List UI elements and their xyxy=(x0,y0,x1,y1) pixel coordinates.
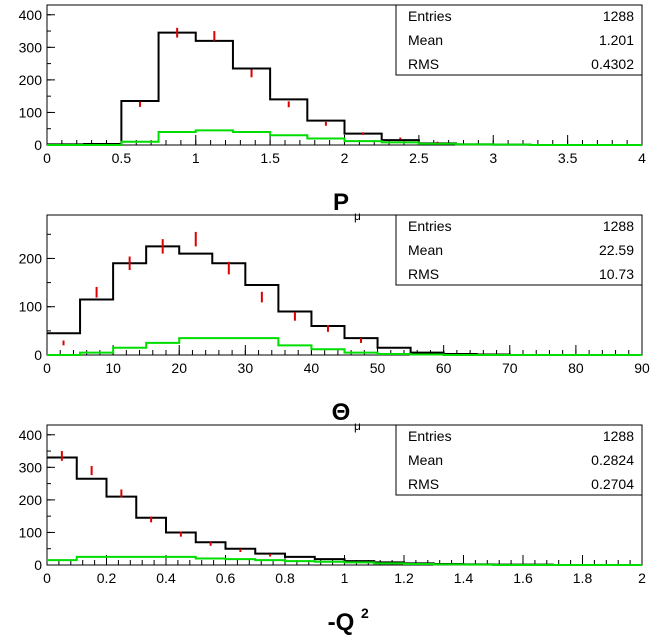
chart-panel-2: 0 100 200 0 10 20 30 40 50 60 70 80 90 Entries 1288 Mea… xyxy=(19,214,650,433)
histogram-line-background xyxy=(47,337,642,356)
x-tick-label: 1.4 xyxy=(454,570,474,586)
y-tick-label: 100 xyxy=(19,299,43,315)
y-tick-label: 0 xyxy=(34,557,42,573)
x-tick-label: 3.5 xyxy=(558,150,578,166)
stats-value-rms: 10.73 xyxy=(599,266,634,282)
x-tick-label: 40 xyxy=(304,360,320,376)
stats-label-entries: Entries xyxy=(408,8,452,24)
x-axis-title: P xyxy=(333,189,349,216)
x-axis-title-superscript: 2 xyxy=(361,605,369,621)
stats-label-rms: RMS xyxy=(408,476,439,492)
x-tick-label: 1.8 xyxy=(573,570,593,586)
y-tick-label: 0 xyxy=(34,347,42,363)
stats-label-entries: Entries xyxy=(408,428,452,444)
x-tick-label: 1 xyxy=(192,150,200,166)
x-tick-label: 10 xyxy=(105,360,121,376)
y-tick-label: 400 xyxy=(19,7,43,23)
x-tick-label: 1.6 xyxy=(513,570,533,586)
x-tick-label: 90 xyxy=(634,360,650,376)
x-tick-label: 4 xyxy=(638,150,646,166)
chart-panel-3: 0 100 200 300 400 0 0.2 0.4 0.6 0.8 1 1.2 1.4 1.6 1.8 2… xyxy=(19,424,646,636)
stats-value-entries: 1288 xyxy=(603,8,634,24)
x-tick-label: 2 xyxy=(341,150,349,166)
stats-box xyxy=(395,424,643,496)
x-axis-title: -Q xyxy=(328,609,355,636)
stats-box xyxy=(395,4,643,76)
x-tick-label: 20 xyxy=(171,360,187,376)
x-tick-label: 0.4 xyxy=(156,570,176,586)
y-tick-label: 200 xyxy=(19,492,43,508)
y-tick-label: 0 xyxy=(34,137,42,153)
x-tick-label: 0 xyxy=(43,570,51,586)
stats-box xyxy=(395,214,643,286)
stats-label-entries: Entries xyxy=(408,218,452,234)
stats-label-rms: RMS xyxy=(408,266,439,282)
y-tick-label: 300 xyxy=(19,459,43,475)
chart-panel-1: 0 100 200 300 400 0 0.5 1 1.5 2 2.5 3 3.5 4 Entries 128… xyxy=(19,4,646,223)
x-tick-label: 0 xyxy=(43,150,51,166)
x-tick-label: 30 xyxy=(238,360,254,376)
x-tick-label: 0.2 xyxy=(97,570,117,586)
x-tick-label: 0 xyxy=(43,360,51,376)
y-tick-label: 300 xyxy=(19,39,43,55)
x-tick-label: 80 xyxy=(568,360,584,376)
x-tick-label: 1 xyxy=(341,570,349,586)
x-axis-title-subscript: μ xyxy=(354,209,361,223)
stats-label-rms: RMS xyxy=(408,56,439,72)
stats-value-rms: 0.4302 xyxy=(591,56,634,72)
x-tick-label: 2.5 xyxy=(409,150,429,166)
y-tick-label: 400 xyxy=(19,427,43,443)
x-tick-label: 0.5 xyxy=(112,150,132,166)
y-tick-label: 100 xyxy=(19,524,43,540)
x-tick-label: 2 xyxy=(638,570,646,586)
histogram-line-background xyxy=(47,555,642,566)
stats-value-entries: 1288 xyxy=(603,428,634,444)
y-tick-label: 100 xyxy=(19,104,43,120)
stats-label-mean: Mean xyxy=(408,242,443,258)
x-axis-title-subscript: μ xyxy=(354,419,361,433)
stats-value-rms: 0.2704 xyxy=(591,476,634,492)
x-axis-title: Θ xyxy=(332,399,351,426)
stats-label-mean: Mean xyxy=(408,32,443,48)
stats-value-mean: 0.2824 xyxy=(591,452,634,468)
x-tick-label: 70 xyxy=(502,360,518,376)
x-tick-label: 1.2 xyxy=(394,570,414,586)
stats-label-mean: Mean xyxy=(408,452,443,468)
x-tick-label: 3 xyxy=(489,150,497,166)
stats-value-mean: 22.59 xyxy=(599,242,634,258)
histogram-line-background xyxy=(47,129,642,146)
y-tick-label: 200 xyxy=(19,72,43,88)
stats-value-mean: 1.201 xyxy=(599,32,634,48)
x-tick-label: 0.8 xyxy=(275,570,295,586)
x-tick-label: 60 xyxy=(436,360,452,376)
x-tick-label: 0.6 xyxy=(216,570,236,586)
y-tick-label: 200 xyxy=(19,250,43,266)
stats-value-entries: 1288 xyxy=(603,218,634,234)
x-tick-label: 50 xyxy=(370,360,386,376)
x-tick-label: 1.5 xyxy=(260,150,280,166)
